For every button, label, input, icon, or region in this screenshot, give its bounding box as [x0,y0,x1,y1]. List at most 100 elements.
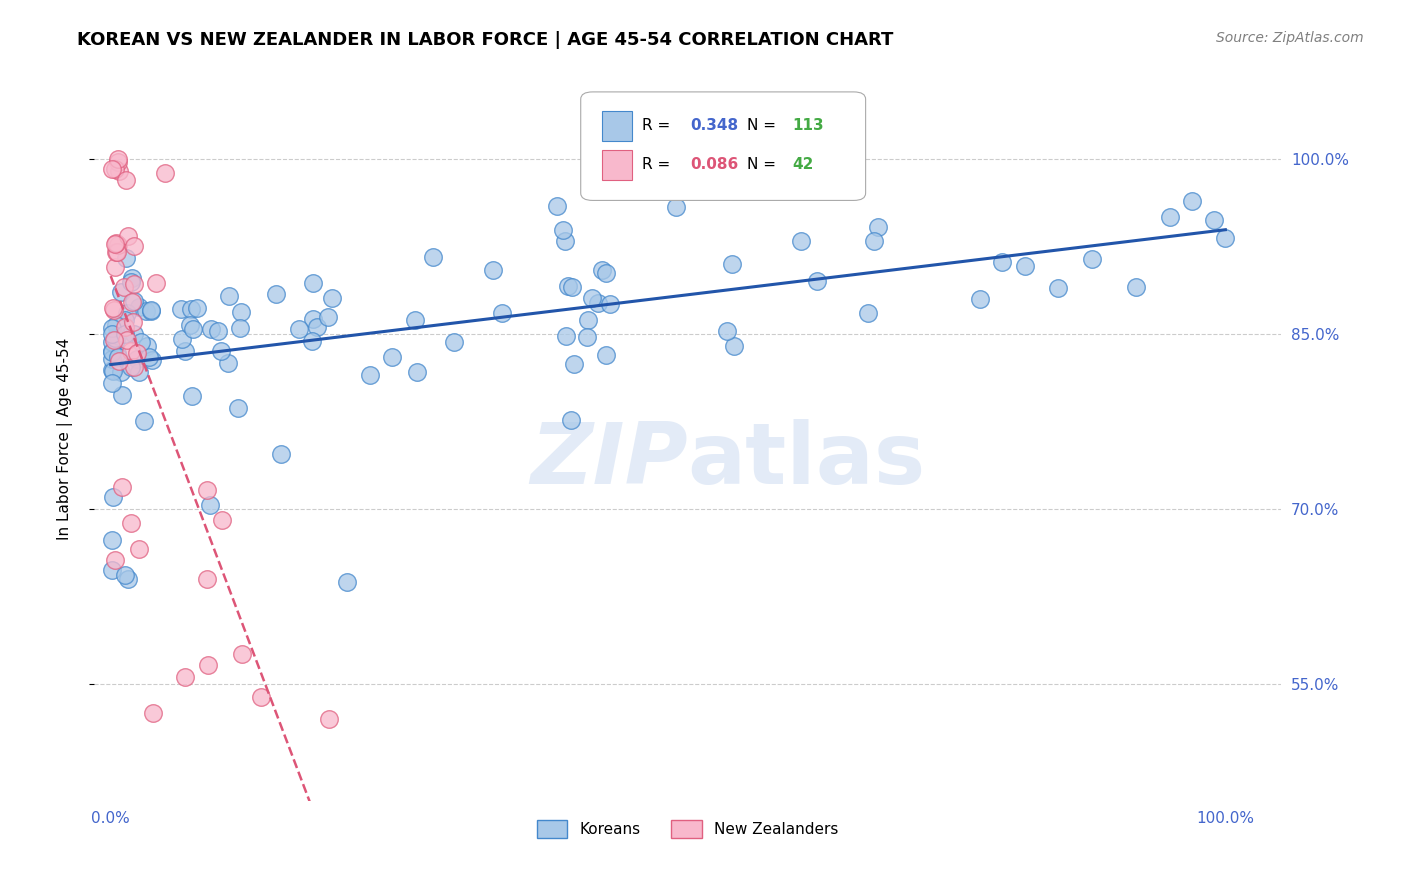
Point [482,263,505,277]
Point [139,303,162,318]
Text: ZIP: ZIP [530,419,688,502]
Point [1125,280,1147,294]
Point [104,553,127,567]
Point [305,320,328,334]
Point [139,302,162,317]
Point [561,280,583,294]
Point [104,237,127,252]
Point [115,333,138,347]
Point [1181,194,1204,208]
Point [111,387,134,401]
Point [1215,231,1237,245]
Text: KOREAN VS NEW ZEALANDER IN LABOR FORCE | AGE 45-54 CORRELATION CHART: KOREAN VS NEW ZEALANDER IN LABOR FORCE |… [77,31,894,49]
Point [1204,213,1226,227]
Point [101,343,124,358]
Point [128,365,150,379]
Point [107,152,129,166]
Point [1080,252,1102,266]
Point [128,542,150,557]
Point [806,274,828,288]
Point [443,334,465,349]
Point [138,350,160,364]
Point [121,270,143,285]
Point [198,499,221,513]
Point [101,490,124,504]
Point [321,291,343,305]
Point [122,327,145,342]
Point [104,333,127,347]
Point [122,293,145,308]
Point [104,162,127,177]
Point [103,333,125,347]
Point [101,162,124,177]
Legend: Koreans, New Zealanders: Koreans, New Zealanders [530,814,845,844]
Point [101,363,124,377]
Point [551,223,574,237]
Text: 113: 113 [792,119,824,134]
Point [108,353,131,368]
Point [124,239,146,253]
Point [288,322,311,336]
Point [856,306,879,320]
Point [132,414,155,428]
Point [117,572,139,586]
Point [211,513,233,527]
Point [360,368,382,383]
Point [114,326,136,341]
Point [105,245,128,260]
Point [790,234,813,248]
Point [179,318,201,332]
Point [200,322,222,336]
Point [103,301,125,315]
Point [195,483,218,497]
Point [103,302,125,317]
Point [270,447,292,461]
Point [114,313,136,327]
Point [103,364,125,378]
Text: atlas: atlas [688,419,925,502]
Point [101,563,124,577]
Point [969,292,991,306]
Point [115,173,138,187]
Point [576,312,599,326]
Point [174,343,197,358]
Point [217,357,239,371]
Point [301,312,323,326]
Point [101,376,124,391]
Point [107,350,129,364]
Point [560,412,582,426]
Point [595,266,617,280]
Point [121,315,143,329]
Point [546,198,568,212]
Point [554,234,576,248]
Point [720,257,742,271]
Point [554,329,576,343]
Point [581,291,603,305]
Point [186,301,208,315]
Point [229,321,252,335]
Point [207,324,229,338]
Point [229,305,252,319]
Text: R =: R = [643,158,675,172]
Point [723,339,745,353]
Point [101,321,124,335]
Point [107,155,129,169]
Point [125,346,148,360]
Point [862,234,884,248]
Point [716,324,738,338]
Point [107,164,129,178]
Point [101,326,124,341]
Point [107,238,129,252]
FancyBboxPatch shape [581,92,866,201]
Point [145,276,167,290]
Point [111,480,134,494]
Point [115,306,138,320]
Point [114,568,136,582]
Point [101,344,124,359]
Point [101,351,124,366]
Point [336,575,359,590]
Text: N =: N = [747,158,780,172]
Point [576,330,599,344]
Point [105,318,128,332]
Point [117,229,139,244]
